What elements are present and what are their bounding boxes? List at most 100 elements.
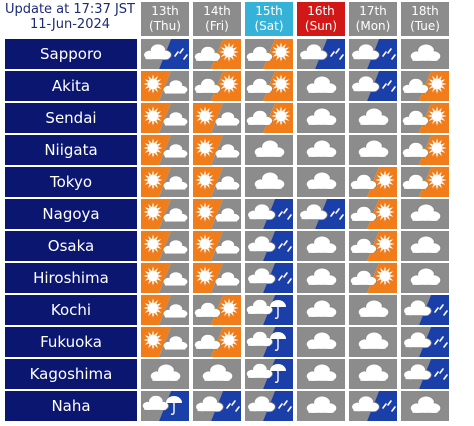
cloudy-then-rain-icon [401,327,449,357]
day-weekday: (Mon) [355,19,391,33]
sunny-then-cloudy-icon [141,327,189,357]
cloudy-then-sunny-icon [193,295,241,325]
cloudy-then-umbrella-icon [141,391,189,421]
cloudy-then-rain-icon [349,39,397,69]
cloudy-icon [245,167,293,197]
cloudy-icon [297,295,345,325]
cloudy-then-rain-icon [401,359,449,389]
cloudy-then-sunny-icon [401,135,449,165]
cloudy-icon [297,71,345,101]
day-date: 17th [359,4,387,18]
cloudy-then-umbrella-icon [245,327,293,357]
cloudy-then-rain-icon [193,391,241,421]
sunny-then-cloudy-icon [193,263,241,293]
city-label: Akita [5,71,137,101]
cloudy-then-rain-icon [245,199,293,229]
cloudy-then-sunny-icon [349,199,397,229]
sunny-then-cloudy-icon [193,103,241,133]
cloudy-icon [297,391,345,421]
update-time: Update at 17:37 JST [4,2,136,17]
cloudy-icon [297,263,345,293]
city-label: Hiroshima [5,263,137,293]
sunny-then-cloudy-icon [193,135,241,165]
day-header-5: 18th (Tue) [401,2,449,36]
city-label: Kochi [5,295,137,325]
cloudy-then-sunny-icon [401,71,449,101]
cloudy-icon [401,199,449,229]
cloudy-then-sunny-icon [193,327,241,357]
cloudy-icon [401,39,449,69]
cloudy-icon [297,167,345,197]
sunny-then-cloudy-icon [141,295,189,325]
city-label: Fukuoka [5,327,137,357]
cloudy-then-rain-icon [141,39,189,69]
update-timestamp: Update at 17:37 JST 11-Jun-2024 [0,2,140,32]
cloudy-icon [349,295,397,325]
cloudy-then-sunny-icon [245,103,293,133]
cloudy-then-sunny-icon [401,103,449,133]
sunny-then-cloudy-icon [141,199,189,229]
cloudy-then-umbrella-icon [245,295,293,325]
cloudy-icon [401,391,449,421]
cloudy-icon [297,135,345,165]
day-weekday: (Thu) [149,19,181,33]
cloudy-icon [401,263,449,293]
cloudy-then-sunny-icon [193,71,241,101]
cloudy-then-sunny-icon [245,71,293,101]
cloudy-then-sunny-icon [349,263,397,293]
cloudy-then-umbrella-icon [245,359,293,389]
day-header-4: 17th (Mon) [349,2,397,36]
cloudy-icon [349,327,397,357]
cloudy-then-sunny-icon [193,39,241,69]
city-label: Sapporo [5,39,137,69]
cloudy-icon [349,359,397,389]
cloudy-icon [141,359,189,389]
cloudy-then-rain-icon [245,391,293,421]
day-header-2: 15th (Sat) [245,2,293,36]
cloudy-icon [401,231,449,261]
cloudy-then-rain-icon [349,391,397,421]
day-weekday: (Tue) [410,19,440,33]
cloudy-then-sunny-icon [401,167,449,197]
day-date: 18th [411,4,439,18]
cloudy-then-sunny-icon [245,39,293,69]
cloudy-then-rain-icon [245,231,293,261]
day-date: 15th [255,4,283,18]
day-header-3: 16th (Sun) [297,2,345,36]
city-label: Tokyo [5,167,137,197]
day-header-1: 14th (Fri) [193,2,241,36]
city-label: Osaka [5,231,137,261]
cloudy-icon [297,327,345,357]
city-label: Naha [5,391,137,421]
sunny-then-cloudy-icon [141,135,189,165]
cloudy-then-sunny-icon [349,167,397,197]
cloudy-then-sunny-icon [349,231,397,261]
cloudy-icon [245,135,293,165]
sunny-then-cloudy-icon [141,103,189,133]
sunny-then-cloudy-icon [193,199,241,229]
cloudy-icon [349,135,397,165]
city-label: Niigata [5,135,137,165]
day-weekday: (Sat) [254,19,284,33]
day-header-0: 13th (Thu) [141,2,189,36]
day-date: 14th [203,4,231,18]
cloudy-icon [297,231,345,261]
cloudy-then-rain-icon [401,295,449,325]
cloudy-then-rain-icon [297,199,345,229]
day-date: 13th [151,4,179,18]
sunny-then-cloudy-icon [193,231,241,261]
cloudy-icon [297,103,345,133]
day-date: 16th [307,4,335,18]
cloudy-then-rain-icon [297,39,345,69]
sunny-then-cloudy-icon [141,167,189,197]
cloudy-then-rain-icon [245,263,293,293]
cloudy-then-rain-icon [349,71,397,101]
day-weekday: (Fri) [205,19,229,33]
cloudy-icon [193,359,241,389]
sunny-then-cloudy-icon [141,71,189,101]
day-weekday: (Sun) [304,19,338,33]
cloudy-icon [297,359,345,389]
update-date: 11-Jun-2024 [29,17,111,32]
city-label: Kagoshima [5,359,137,389]
sunny-then-cloudy-icon [141,263,189,293]
